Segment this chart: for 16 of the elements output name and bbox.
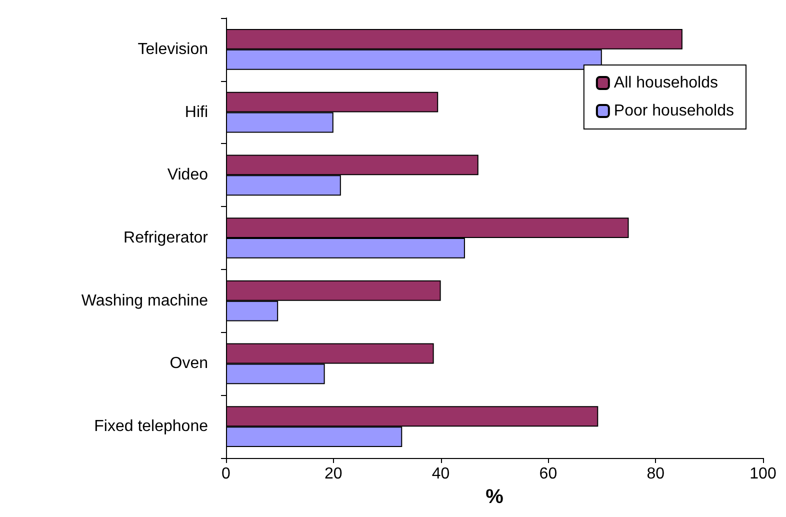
y-tick-label: Refrigerator bbox=[124, 230, 209, 246]
legend-label: Poor households bbox=[614, 102, 734, 120]
x-tick-label: 20 bbox=[324, 466, 342, 482]
y-tick-label: Video bbox=[167, 166, 208, 184]
x-axis-title: % bbox=[486, 486, 504, 508]
y-tick-label: Hifi bbox=[184, 104, 208, 121]
x-tick-label: 60 bbox=[539, 466, 558, 482]
x-tick-label: 0 bbox=[222, 466, 231, 482]
y-tick-label: Fixed telephone bbox=[94, 418, 208, 436]
x-tick-label: 40 bbox=[432, 466, 450, 482]
legend-label: All households bbox=[614, 74, 718, 92]
x-tick-label: 100 bbox=[750, 466, 776, 482]
y-tick-label: Television bbox=[138, 40, 208, 58]
y-tick-label: Washing machine bbox=[81, 292, 208, 310]
y-tick-label: Oven bbox=[170, 355, 208, 372]
x-tick-label: 80 bbox=[646, 466, 665, 482]
